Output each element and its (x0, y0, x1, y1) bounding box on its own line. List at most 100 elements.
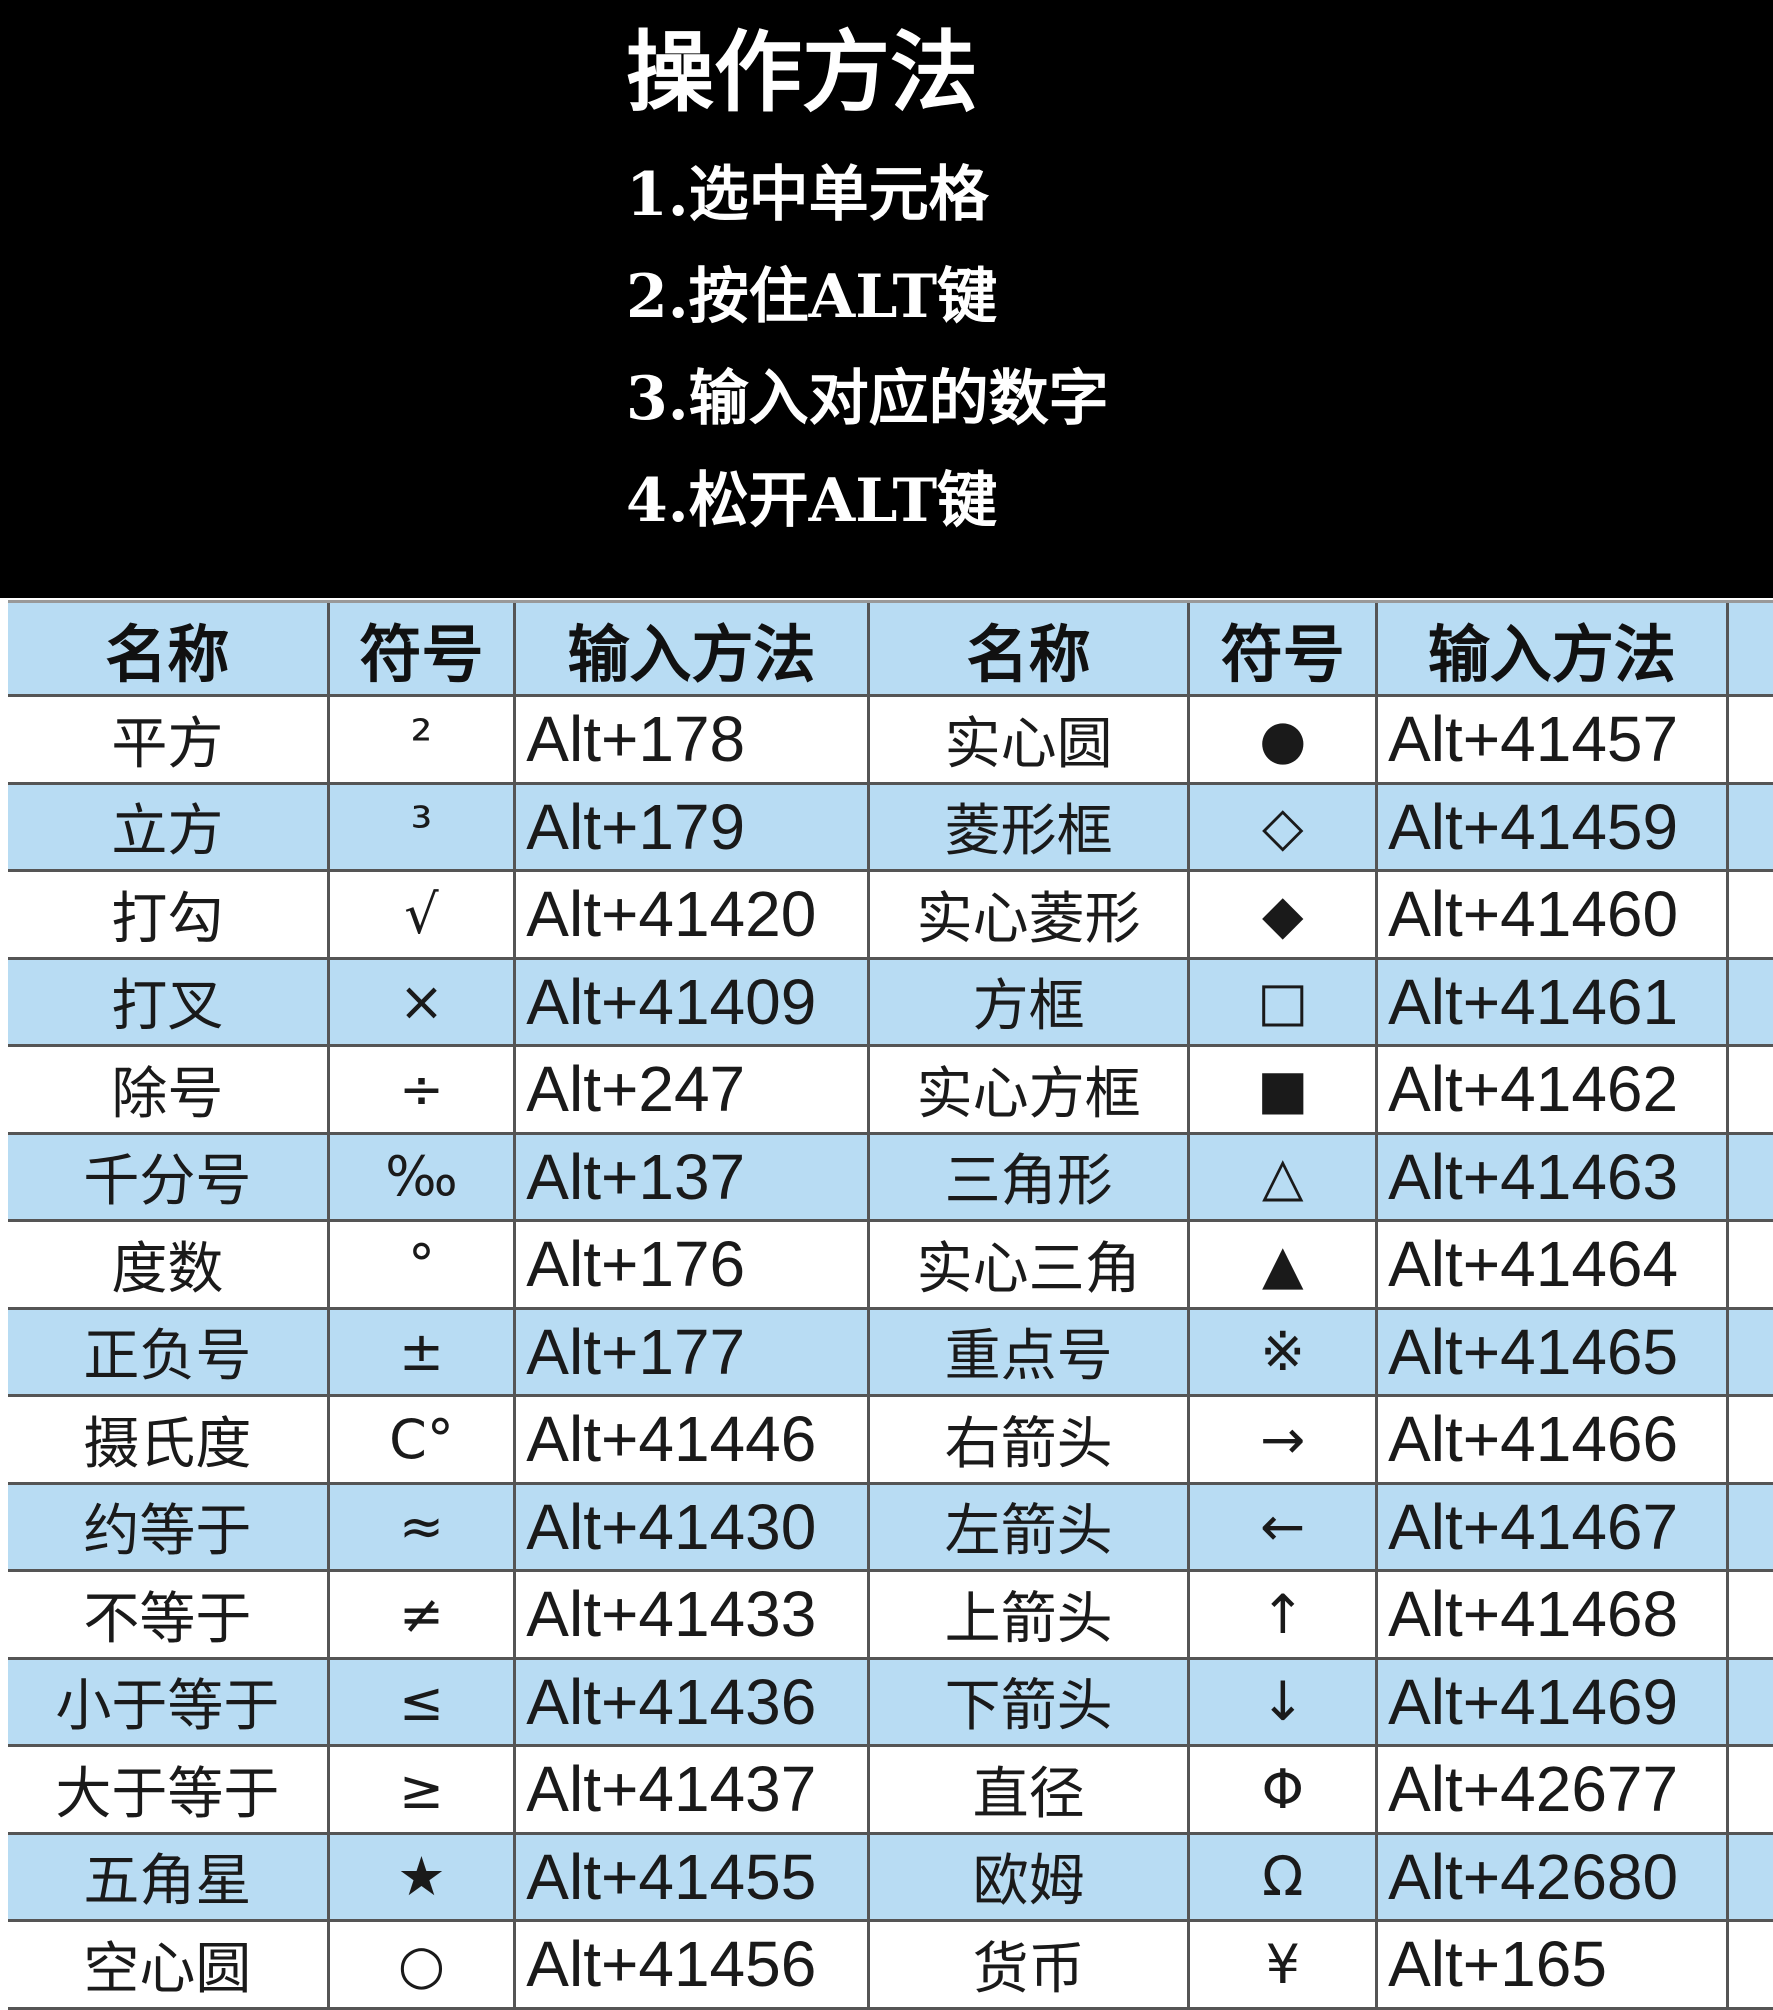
table-row: 大于等于 ≥ Alt+41437 直径 Φ Alt+42677 (8, 1747, 1773, 1835)
cell-input-method: Alt+41466 (1378, 1397, 1729, 1482)
cell-name: 五角星 (8, 1834, 330, 1919)
cell-name: 右箭头 (870, 1397, 1191, 1482)
cell-input-method: Alt+41436 (516, 1659, 870, 1744)
table-row: 空心圆 ○ Alt+41456 货币 ¥ Alt+165 (8, 1922, 1773, 2010)
header-symbol: 符号 (330, 603, 517, 694)
cell-input-method: Alt+41409 (516, 959, 870, 1044)
table-edge-cell (1729, 1922, 1773, 2007)
table-row: 千分号 ‰ Alt+137 三角形 △ Alt+41463 (8, 1134, 1773, 1222)
cell-symbol: ² (330, 697, 517, 782)
cell-name: 下箭头 (870, 1659, 1191, 1744)
cell-symbol: ★ (330, 1834, 517, 1919)
cell-input-method: Alt+41456 (516, 1922, 870, 2007)
cell-symbol: ³ (330, 784, 517, 869)
cell-name: 实心菱形 (870, 872, 1191, 957)
cell-name: 除号 (8, 1047, 330, 1132)
cell-input-method: Alt+41460 (1378, 872, 1729, 957)
cell-symbol: ◇ (1190, 784, 1379, 869)
table-edge-cell (1729, 1747, 1773, 1832)
header-input-method: 输入方法 (1378, 603, 1729, 694)
cell-symbol: ※ (1190, 1309, 1379, 1394)
cell-name: 空心圆 (8, 1922, 330, 2007)
cell-input-method: Alt+178 (516, 697, 870, 782)
table-edge-cell (1729, 1047, 1773, 1132)
table-edge-cell (1729, 960, 1773, 1045)
cell-input-method: Alt+41430 (516, 1484, 870, 1569)
cell-symbol: ○ (330, 1922, 517, 2007)
table-row: 五角星 ★ Alt+41455 欧姆 Ω Alt+42680 (8, 1834, 1773, 1922)
cell-name: 平方 (8, 697, 330, 782)
cell-symbol: C° (330, 1397, 517, 1482)
cell-symbol: ° (330, 1222, 517, 1307)
cell-symbol: Ω (1190, 1834, 1379, 1919)
cell-name: 千分号 (8, 1134, 330, 1219)
table-edge-cell (1729, 1660, 1773, 1745)
cell-symbol: ¥ (1190, 1922, 1379, 2007)
cell-input-method: Alt+165 (1378, 1922, 1729, 2007)
cell-symbol: ▲ (1190, 1222, 1379, 1307)
cell-input-method: Alt+41467 (1378, 1484, 1729, 1569)
cell-name: 实心三角 (870, 1222, 1191, 1307)
cell-symbol: ◆ (1190, 872, 1379, 957)
cell-input-method: Alt+41459 (1378, 784, 1729, 869)
cell-symbol: → (1190, 1397, 1379, 1482)
table-row: 度数 ° Alt+176 实心三角 ▲ Alt+41464 (8, 1222, 1773, 1310)
instructions-title: 操作方法 (626, 20, 979, 124)
cell-input-method: Alt+176 (516, 1222, 870, 1307)
table-row: 平方 ² Alt+178 实心圆 ● Alt+41457 (8, 697, 1773, 785)
table-row: 正负号 ± Alt+177 重点号 ※ Alt+41465 (8, 1309, 1773, 1397)
cell-input-method: Alt+41455 (516, 1834, 870, 1919)
cell-input-method: Alt+41465 (1378, 1309, 1729, 1394)
cell-input-method: Alt+41468 (1378, 1572, 1729, 1657)
cell-input-method: Alt+41469 (1378, 1659, 1729, 1744)
cell-name: 立方 (8, 784, 330, 869)
cell-name: 实心圆 (870, 697, 1191, 782)
cell-input-method: Alt+41462 (1378, 1047, 1729, 1132)
cell-symbol: ■ (1190, 1047, 1379, 1132)
cell-name: 小于等于 (8, 1659, 330, 1744)
table-row: 小于等于 ≤ Alt+41436 下箭头 ↓ Alt+41469 (8, 1659, 1773, 1747)
cell-input-method: Alt+179 (516, 784, 870, 869)
step-2: 2.按住ALT键 (626, 262, 998, 332)
instructions-panel: 操作方法 1.选中单元格 2.按住ALT键 3.输入对应的数字 4.松开ALT键 (0, 0, 1773, 598)
table-row: 摄氏度 C° Alt+41446 右箭头 → Alt+41466 (8, 1397, 1773, 1485)
cell-name: 三角形 (870, 1134, 1191, 1219)
cell-input-method: Alt+41437 (516, 1747, 870, 1832)
header-name: 名称 (8, 603, 330, 694)
table-row: 不等于 ≠ Alt+41433 上箭头 ↑ Alt+41468 (8, 1572, 1773, 1660)
table-row: 立方 ³ Alt+179 菱形框 ◇ Alt+41459 (8, 784, 1773, 872)
cell-name: 货币 (870, 1922, 1191, 2007)
table-edge-cell (1729, 1135, 1773, 1220)
cell-name: 打叉 (8, 959, 330, 1044)
cell-input-method: Alt+247 (516, 1047, 870, 1132)
cell-name: 欧姆 (870, 1834, 1191, 1919)
table-edge-cell (1729, 603, 1773, 694)
header-symbol: 符号 (1190, 603, 1379, 694)
table-edge-cell (1729, 1310, 1773, 1395)
cell-symbol: △ (1190, 1134, 1379, 1219)
cell-symbol: Φ (1190, 1747, 1379, 1832)
table-edge-cell (1729, 1485, 1773, 1570)
cell-name: 重点号 (870, 1309, 1191, 1394)
cell-input-method: Alt+41463 (1378, 1134, 1729, 1219)
table-edge-cell (1729, 1222, 1773, 1307)
table-edge-cell (1729, 1397, 1773, 1482)
cell-symbol: × (330, 959, 517, 1044)
cell-name: 上箭头 (870, 1572, 1191, 1657)
step-1: 1.选中单元格 (626, 160, 989, 230)
cell-input-method: Alt+41446 (516, 1397, 870, 1482)
cell-name: 度数 (8, 1222, 330, 1307)
header-input-method: 输入方法 (516, 603, 870, 694)
cell-name: 打勾 (8, 872, 330, 957)
cell-name: 正负号 (8, 1309, 330, 1394)
step-3: 3.输入对应的数字 (626, 364, 1109, 434)
cell-symbol: ← (1190, 1484, 1379, 1569)
cell-symbol: ± (330, 1309, 517, 1394)
cell-name: 大于等于 (8, 1747, 330, 1832)
cell-input-method: Alt+177 (516, 1309, 870, 1394)
cell-name: 左箭头 (870, 1484, 1191, 1569)
table-edge-cell (1729, 785, 1773, 870)
cell-input-method: Alt+41433 (516, 1572, 870, 1657)
table-header-row: 名称 符号 输入方法 名称 符号 输入方法 (8, 603, 1773, 697)
cell-symbol: □ (1190, 959, 1379, 1044)
